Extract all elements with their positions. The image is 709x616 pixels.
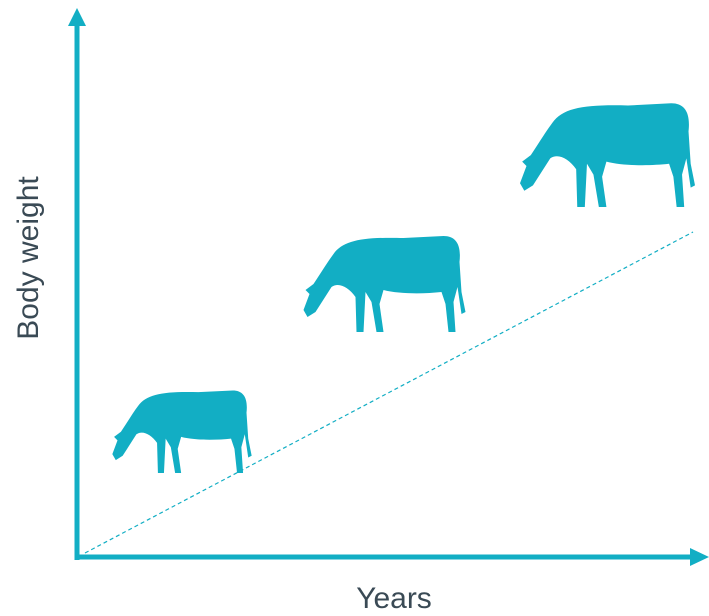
x-axis-arrow <box>690 548 709 566</box>
y-axis-label: Body weight <box>12 176 45 340</box>
cow-small <box>112 390 252 473</box>
trend-line <box>84 231 694 554</box>
y-axis-arrow <box>68 8 86 26</box>
cow-large <box>520 103 695 208</box>
x-axis-label: Years <box>356 582 432 615</box>
cow-medium <box>303 236 466 332</box>
